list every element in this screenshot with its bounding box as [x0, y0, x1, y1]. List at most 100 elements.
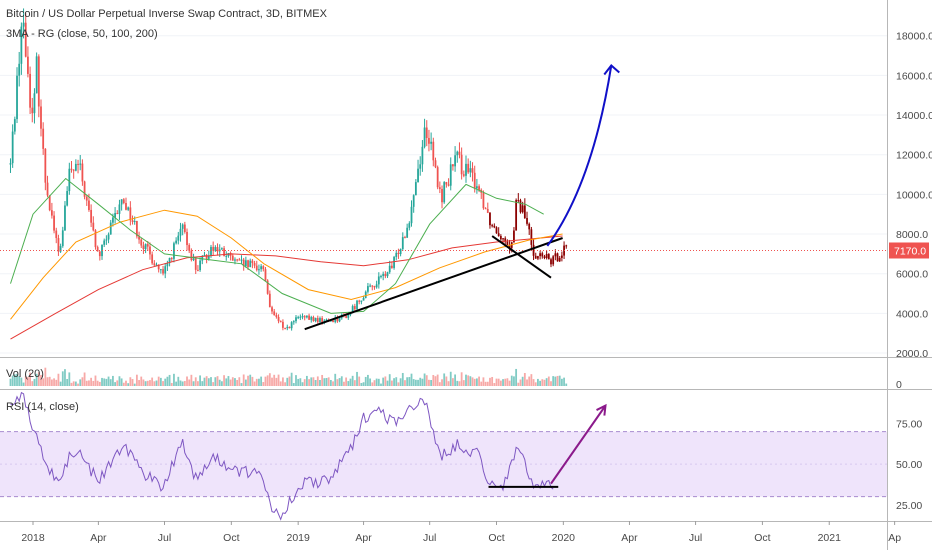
candle-body	[66, 191, 69, 206]
candle-body	[44, 148, 47, 183]
volume-bar	[118, 376, 121, 386]
candle-body	[377, 276, 380, 285]
candle-body	[85, 196, 88, 201]
rsi-indicator-label[interactable]: RSI (14, close)	[6, 401, 79, 413]
volume-bar	[74, 381, 77, 386]
volume-bar	[22, 382, 25, 386]
projection-arrow[interactable]	[546, 65, 613, 247]
candle-body	[46, 182, 49, 196]
volume-bar	[277, 374, 280, 386]
volume-bar	[290, 372, 293, 386]
volume-bar	[107, 376, 110, 386]
volume-bar	[46, 377, 49, 386]
volume-bar	[138, 380, 140, 386]
last-price-badge: 7170.0	[889, 242, 929, 259]
price-tick-label: 14000.0	[896, 110, 932, 122]
candle-body	[462, 174, 465, 176]
volume-bar	[275, 377, 278, 386]
candle-body	[149, 246, 151, 255]
volume-bar	[266, 375, 269, 386]
candle-body	[386, 272, 389, 277]
candle-body	[81, 163, 84, 182]
candle-body	[292, 321, 295, 323]
rsi-projection-arrow[interactable]	[550, 405, 607, 485]
volume-bar	[382, 377, 385, 386]
volume-bar	[48, 376, 51, 386]
volume-bar	[329, 379, 332, 386]
volume-bar	[112, 375, 114, 386]
time-tick-label: Oct	[488, 532, 504, 544]
ma-indicator-label[interactable]: 3MA - RG (close, 50, 100, 200)	[6, 28, 158, 40]
volume-bar	[53, 378, 55, 386]
rsi-axis[interactable]: 25.00 50.00 75.00	[896, 419, 922, 512]
candle-body	[471, 168, 474, 173]
volume-bar	[497, 378, 500, 386]
candle-body	[131, 220, 134, 222]
volume-bar	[467, 375, 470, 386]
volume-pane[interactable]	[9, 367, 568, 386]
candle-body	[179, 228, 182, 236]
price-tick-label: 10000.0	[896, 189, 932, 201]
volume-bar	[101, 377, 103, 386]
volume-bar	[499, 380, 502, 386]
volume-bar	[214, 377, 217, 386]
price-pane[interactable]	[0, 8, 887, 340]
candle-body	[24, 22, 27, 57]
volume-bar	[90, 377, 93, 386]
candle-body	[353, 306, 356, 310]
candle-body	[384, 273, 387, 277]
trendline[interactable]	[304, 237, 563, 331]
time-axis[interactable]: 2018 Apr Jul Oct 2019 Apr Jul Oct 2020 Apr Jul Oct 2…	[21, 521, 901, 544]
volume-bar	[425, 375, 428, 386]
candle-body	[558, 257, 561, 262]
volume-bar	[216, 376, 219, 386]
volume-bar	[218, 379, 221, 386]
candle-body	[48, 195, 51, 211]
candle-body	[194, 258, 197, 270]
candle-body	[203, 254, 206, 257]
trendline[interactable]	[491, 235, 552, 279]
volume-bar	[144, 381, 147, 386]
volume-bar	[229, 379, 232, 386]
candle-body	[371, 285, 374, 287]
candle-body	[50, 210, 53, 216]
candle-body	[565, 245, 568, 247]
volume-bar	[61, 371, 64, 386]
candle-body	[88, 200, 90, 210]
candle-body	[521, 205, 524, 213]
candle-body	[408, 223, 411, 228]
volume-bar	[140, 376, 143, 386]
candle-body	[484, 208, 487, 210]
candle-body	[508, 244, 511, 248]
volume-bar	[471, 377, 474, 386]
volume-bar	[364, 376, 367, 386]
symbol-title[interactable]: Bitcoin / US Dollar Perpetual Inverse Sw…	[6, 8, 328, 20]
volume-indicator-label[interactable]: Vol (20)	[6, 368, 44, 380]
candle-body	[517, 200, 520, 202]
volume-bar	[495, 378, 498, 386]
volume-bar	[452, 378, 454, 386]
rsi-tick-label: 75.00	[896, 419, 922, 431]
volume-bar	[227, 376, 230, 386]
volume-bar	[249, 374, 252, 386]
price-axis[interactable]: 2000.0 4000.0 6000.0 8000.0 10000.0 12000.0 14…	[896, 31, 932, 360]
candle-body	[212, 246, 215, 251]
volume-bar	[225, 378, 228, 386]
candle-body	[258, 269, 260, 271]
volume-bar	[83, 372, 86, 386]
candle-body	[225, 255, 228, 257]
volume-bar	[210, 377, 212, 386]
candle-body	[547, 254, 550, 260]
candle-body	[303, 316, 306, 318]
candle-body	[458, 151, 461, 155]
candle-body	[301, 316, 304, 318]
volume-bar	[528, 376, 531, 386]
volume-bar	[345, 377, 348, 386]
volume-bar	[336, 379, 339, 386]
candle-body	[297, 317, 300, 319]
candle-body	[164, 266, 167, 274]
rsi-pane[interactable]	[10, 391, 607, 521]
time-tick-label: Apr	[621, 532, 638, 544]
volume-bar	[114, 382, 116, 386]
